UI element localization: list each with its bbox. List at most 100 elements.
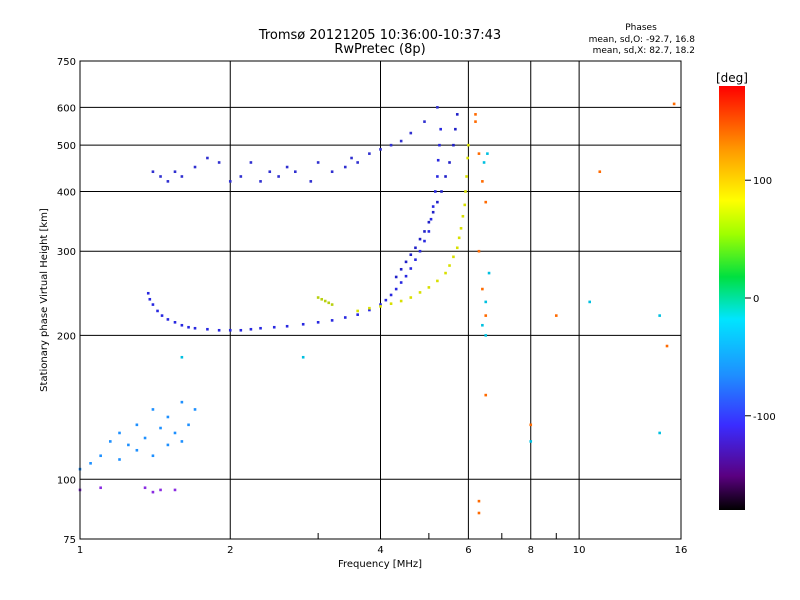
data-point [448, 161, 451, 164]
y-tick-label: 600 [57, 103, 76, 114]
data-point [467, 143, 470, 147]
data-point [173, 170, 177, 174]
data-point [228, 180, 232, 183]
data-point [404, 260, 408, 264]
data-point [394, 275, 398, 279]
data-point [399, 139, 403, 143]
data-point [316, 296, 320, 299]
data-point [316, 321, 320, 324]
data-point [389, 302, 393, 305]
colorbar [719, 86, 745, 510]
stats-x: mean, sd,X: 82.7, 18.2 [593, 46, 695, 56]
data-point [173, 321, 177, 324]
colorbar-tick-label: 100 [753, 176, 772, 187]
y-tick-label: 100 [57, 475, 76, 486]
data-point [89, 462, 92, 465]
data-point [368, 152, 371, 155]
data-point [343, 316, 347, 319]
data-point [180, 323, 184, 327]
data-point [187, 325, 190, 329]
data-point [118, 431, 121, 435]
data-point [272, 325, 276, 329]
x-tick-label: 2 [227, 545, 233, 556]
data-point [350, 156, 353, 160]
data-point [484, 314, 488, 317]
data-point [239, 175, 243, 178]
data-point [285, 324, 289, 328]
data-point [193, 326, 197, 330]
data-point [484, 300, 488, 304]
data-point [482, 161, 486, 164]
data-point [423, 120, 426, 123]
data-point [454, 127, 457, 131]
data-point [166, 415, 170, 419]
colorbar-label: [deg] [716, 71, 748, 85]
chart-title: Tromsø 20121205 10:36:00-10:37:43 [258, 28, 501, 43]
data-point [148, 297, 152, 301]
data-point [409, 253, 413, 257]
data-point [477, 249, 481, 253]
data-point [301, 355, 305, 359]
data-point [457, 236, 461, 240]
data-point [268, 170, 272, 174]
data-point [277, 175, 280, 178]
data-point [438, 143, 441, 147]
data-point [465, 175, 468, 178]
data-point [368, 306, 371, 310]
y-axis-label: Stationary phase Virtual Height [km] [39, 208, 50, 392]
data-point [259, 180, 262, 183]
data-point [427, 220, 431, 224]
data-point [160, 314, 164, 317]
data-point [135, 423, 139, 427]
data-point [330, 319, 334, 322]
data-point [440, 190, 443, 193]
data-point [135, 448, 139, 452]
data-point [658, 431, 661, 435]
data-point [316, 161, 320, 164]
x-tick-label: 10 [573, 545, 586, 556]
data-point [379, 305, 382, 308]
data-point [588, 300, 591, 304]
data-point [99, 486, 102, 490]
y-tick-label: 200 [57, 331, 76, 342]
data-point [484, 334, 488, 337]
x-tick-label: 16 [675, 545, 688, 556]
data-point [429, 217, 433, 221]
data-point [436, 158, 440, 162]
data-point [444, 271, 447, 275]
data-point [477, 152, 481, 155]
data-point [151, 408, 155, 411]
data-point [414, 258, 417, 261]
data-point [343, 165, 347, 169]
data-point [554, 314, 558, 317]
data-point [436, 200, 439, 204]
data-point [151, 454, 155, 458]
data-point [285, 165, 289, 169]
x-axis-label: Frequency [MHz] [338, 559, 422, 570]
data-point [427, 286, 431, 289]
ticks-layer: 1 2 4 6 8 10 16 75 100 200 300 400 500 600 750 [57, 57, 687, 556]
data-point [455, 246, 459, 250]
data-point [309, 180, 313, 183]
data-point [399, 267, 403, 271]
data-point [414, 246, 417, 250]
data-point [127, 443, 130, 447]
data-point [436, 279, 439, 283]
data-point [259, 326, 262, 330]
data-point [217, 328, 221, 332]
colorbar-tick-label: 0 [753, 294, 759, 305]
data-point [461, 214, 465, 218]
data-point [529, 423, 533, 427]
data-point [180, 400, 184, 404]
y-tick-label: 300 [57, 247, 76, 258]
data-point [529, 440, 533, 443]
data-point [394, 287, 398, 291]
data-point [356, 309, 359, 313]
data-point [166, 318, 170, 321]
data-point [180, 175, 184, 178]
data-point [294, 170, 297, 174]
data-point [481, 323, 484, 327]
data-point [151, 170, 155, 174]
data-point [487, 271, 491, 275]
